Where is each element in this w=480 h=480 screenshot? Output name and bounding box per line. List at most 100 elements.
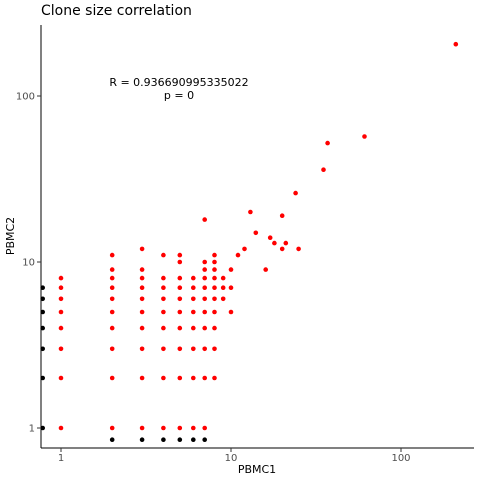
data-point <box>161 309 166 315</box>
x-tick-label: 10 <box>225 453 238 464</box>
data-point <box>212 285 217 291</box>
data-point <box>212 275 217 281</box>
x-axis-title: PBMC1 <box>238 463 276 476</box>
data-point <box>161 346 166 352</box>
r-annotation: R = 0.936690995335022 <box>109 76 248 89</box>
data-point <box>109 375 115 381</box>
data-point <box>177 259 183 265</box>
y-tick-label: 100 <box>16 92 35 103</box>
data-point <box>279 246 285 252</box>
data-point <box>248 209 253 215</box>
data-point <box>212 259 217 265</box>
data-point <box>58 285 64 291</box>
data-point <box>267 235 273 240</box>
data-point <box>202 375 207 381</box>
data-point <box>220 275 226 281</box>
data-point <box>321 167 326 172</box>
data-point <box>139 246 145 252</box>
data-point <box>40 309 45 315</box>
data-point <box>202 425 207 431</box>
data-point <box>362 134 367 139</box>
data-point <box>139 437 145 443</box>
data-point <box>109 296 115 302</box>
data-point <box>58 375 64 381</box>
data-point <box>58 425 64 431</box>
data-point <box>177 425 183 431</box>
data-point <box>293 190 298 196</box>
data-point <box>58 275 64 281</box>
data-point <box>235 252 241 258</box>
data-point <box>161 325 166 331</box>
y-tick-label: 1 <box>29 424 35 435</box>
data-point <box>212 309 217 315</box>
data-point <box>228 267 234 272</box>
data-point <box>139 346 145 352</box>
data-point <box>202 346 207 352</box>
data-point <box>453 41 459 47</box>
chart-title: Clone size correlation <box>41 3 192 19</box>
data-point <box>202 325 207 331</box>
x-tick-label: 100 <box>391 453 410 464</box>
data-point <box>191 296 196 302</box>
data-point <box>139 267 145 272</box>
data-point <box>191 437 196 443</box>
data-point <box>177 375 183 381</box>
data-point <box>242 246 247 252</box>
data-point <box>109 325 115 331</box>
data-point <box>202 259 207 265</box>
data-point <box>177 275 183 281</box>
data-point <box>109 346 115 352</box>
data-point <box>139 325 145 331</box>
data-point <box>177 437 183 443</box>
data-point <box>40 296 45 302</box>
data-point <box>58 296 64 302</box>
data-point <box>161 285 166 291</box>
data-point <box>109 425 115 431</box>
data-point <box>228 285 234 291</box>
data-point <box>191 375 196 381</box>
data-point <box>212 267 217 272</box>
data-point <box>279 213 285 218</box>
p-annotation: p = 0 <box>164 89 194 102</box>
data-point <box>191 285 196 291</box>
data-point <box>58 309 64 315</box>
data-points <box>40 41 459 443</box>
data-point <box>40 346 45 352</box>
data-point <box>40 425 45 431</box>
data-point <box>139 375 145 381</box>
data-point <box>139 285 145 291</box>
data-point <box>161 252 166 258</box>
data-point <box>177 325 183 331</box>
data-point <box>109 437 115 443</box>
data-point <box>109 285 115 291</box>
y-axis-ticks: 1 10 100 <box>16 92 41 435</box>
data-point <box>212 325 217 331</box>
data-point <box>220 296 226 302</box>
data-point <box>263 267 269 272</box>
data-point <box>202 267 207 272</box>
data-point <box>109 252 115 258</box>
data-point <box>191 325 196 331</box>
data-point <box>202 309 207 315</box>
y-tick-label: 10 <box>22 258 35 269</box>
data-point <box>177 296 183 302</box>
y-axis-title: PBMC2 <box>4 217 17 255</box>
data-point <box>212 375 217 381</box>
data-point <box>58 346 64 352</box>
data-point <box>40 325 45 331</box>
data-point <box>109 309 115 315</box>
data-point <box>161 425 166 431</box>
data-point <box>139 275 145 281</box>
data-point <box>202 296 207 302</box>
data-point <box>296 246 301 252</box>
data-point <box>191 275 196 281</box>
data-point <box>161 296 166 302</box>
data-point <box>191 309 196 315</box>
data-point <box>191 425 196 431</box>
data-point <box>272 240 277 246</box>
data-point <box>202 275 207 281</box>
data-point <box>161 275 166 281</box>
data-point <box>139 296 145 302</box>
data-point <box>253 230 259 236</box>
x-axis-ticks: 1 10 100 <box>58 448 411 464</box>
